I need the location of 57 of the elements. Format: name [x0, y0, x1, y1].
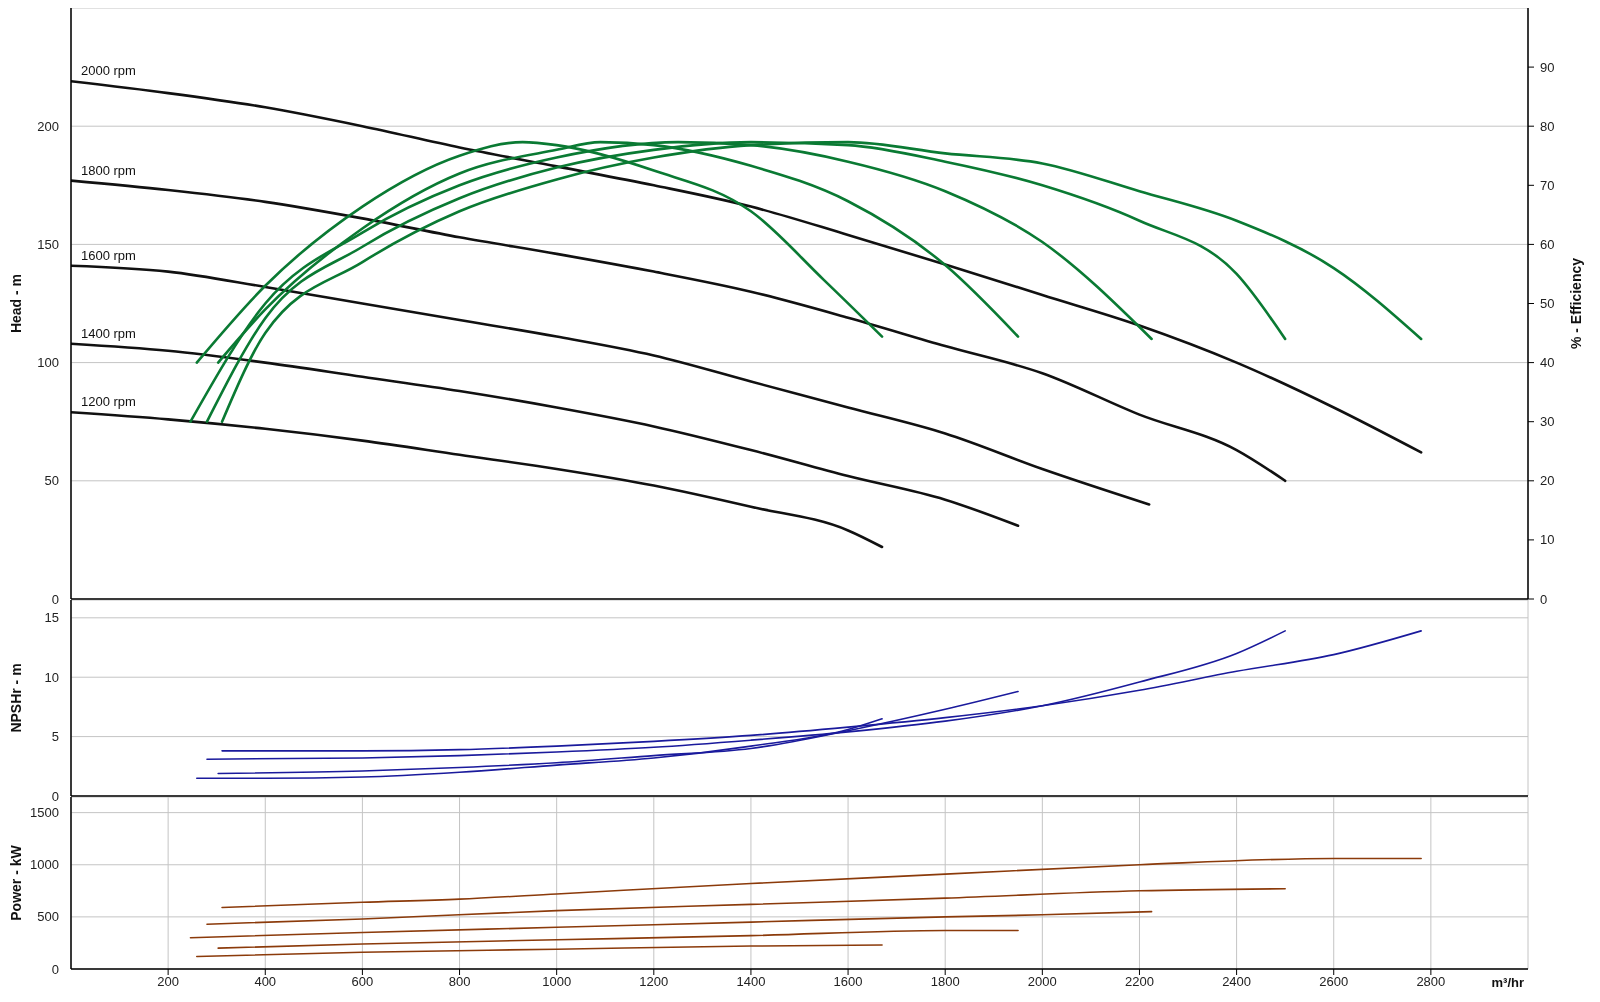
line-series: [71, 79, 1423, 454]
x-tick-label: 2200: [1125, 974, 1154, 990]
y-tick-label: 0: [51, 788, 59, 804]
y-axis-title: Power - kW: [7, 844, 24, 921]
y-axis-title: Head - m: [7, 273, 24, 334]
y-tick-label: 0: [51, 591, 59, 607]
x-tick-label: 1800: [930, 974, 960, 990]
y2-tick-label: 40: [1540, 355, 1555, 371]
x-tick-label: 1400: [736, 974, 766, 990]
line-series: [195, 944, 883, 958]
x-tick-label: 200: [157, 974, 179, 990]
y2-tick-label: 10: [1540, 532, 1555, 548]
y-tick-label: 1500: [30, 805, 59, 821]
line-series: [71, 410, 884, 549]
y2-tick-label: 80: [1540, 118, 1555, 134]
line-series: [71, 264, 1151, 506]
x-tick-label: 1000: [542, 974, 572, 990]
y2-tick-label: 0: [1540, 591, 1548, 607]
y-tick-label: 10: [44, 669, 59, 685]
x-tick-label: 600: [351, 974, 374, 990]
line-series: [71, 342, 1020, 528]
series-label: 1200 rpm: [81, 394, 136, 410]
y2-axis-title: % - Efficiency: [1567, 257, 1584, 350]
series-label: 1600 rpm: [81, 247, 136, 263]
x-tick-label: 400: [254, 974, 277, 990]
x-tick-label: 2400: [1222, 974, 1252, 990]
x-tick-label: 800: [448, 974, 471, 990]
series-label: 2000 rpm: [81, 63, 136, 79]
y-axis-title: NPSHr - m: [7, 663, 24, 733]
y-tick-label: 5: [51, 729, 59, 745]
line-series: [221, 857, 1422, 909]
x-tick-label: 2000: [1027, 974, 1057, 990]
x-tick-label: 2800: [1416, 974, 1446, 990]
x-tick-label: 2600: [1319, 974, 1349, 990]
x-tick-label: 1200: [639, 974, 669, 990]
line-series: [206, 887, 1286, 925]
y2-tick-label: 70: [1540, 177, 1555, 193]
line-series: [217, 929, 1019, 949]
line-series: [71, 179, 1287, 483]
y-tick-label: 50: [44, 473, 59, 489]
y-tick-label: 1000: [30, 857, 59, 873]
x-axis-title: m³/hr: [1491, 975, 1524, 990]
series-label: 1800 rpm: [81, 162, 136, 178]
x-tick-label: 1600: [833, 974, 863, 990]
y2-tick-label: 50: [1540, 296, 1555, 312]
line-series: [189, 910, 1153, 939]
y-tick-label: 150: [37, 236, 59, 252]
y-tick-label: 15: [44, 610, 59, 626]
y-tick-label: 100: [37, 355, 59, 371]
series-label: 1400 rpm: [81, 325, 136, 341]
y2-tick-label: 60: [1540, 236, 1555, 252]
y2-tick-label: 30: [1540, 414, 1555, 430]
y-tick-label: 500: [37, 909, 59, 925]
y-tick-label: 0: [51, 961, 59, 977]
y-tick-label: 200: [37, 118, 59, 134]
y2-tick-label: 20: [1540, 473, 1555, 489]
y2-tick-label: 90: [1540, 59, 1555, 75]
